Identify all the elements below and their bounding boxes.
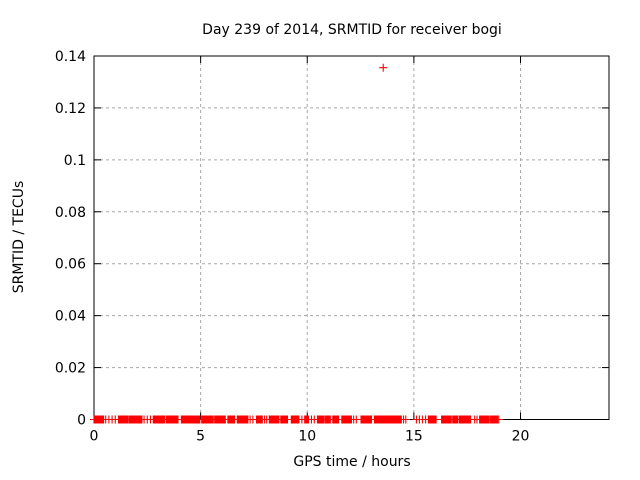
x-tick-label: 0: [90, 429, 99, 445]
y-tick-label: 0.04: [55, 309, 86, 325]
y-tick-label: 0.02: [55, 361, 86, 377]
y-tick-label: 0.12: [55, 101, 86, 117]
x-tick-label: 10: [298, 429, 316, 445]
y-tick-label: 0.06: [55, 257, 86, 273]
chart-title: Day 239 of 2014, SRMTID for receiver bog…: [202, 22, 502, 38]
x-tick-labels: 0 5 10 15 20: [90, 429, 530, 445]
x-axis-label: GPS time / hours: [293, 454, 411, 470]
data-points: [90, 63, 503, 424]
y-tick-label: 0.08: [55, 205, 86, 221]
axis-ticks: [93, 55, 609, 420]
x-tick-label: 15: [405, 429, 423, 445]
y-tick-label: 0: [77, 413, 86, 429]
gridlines: [94, 56, 609, 420]
y-tick-label: 0.1: [64, 153, 86, 169]
y-tick-labels: 0 0.02 0.04 0.06 0.08 0.1 0.12 0.14: [55, 49, 86, 429]
x-tick-label: 20: [512, 429, 530, 445]
zero-band-markers: [90, 415, 503, 424]
plot-border: [93, 55, 610, 420]
outlier-point: [379, 63, 388, 72]
y-tick-label: 0.14: [55, 49, 86, 65]
x-tick-label: 5: [196, 429, 205, 445]
